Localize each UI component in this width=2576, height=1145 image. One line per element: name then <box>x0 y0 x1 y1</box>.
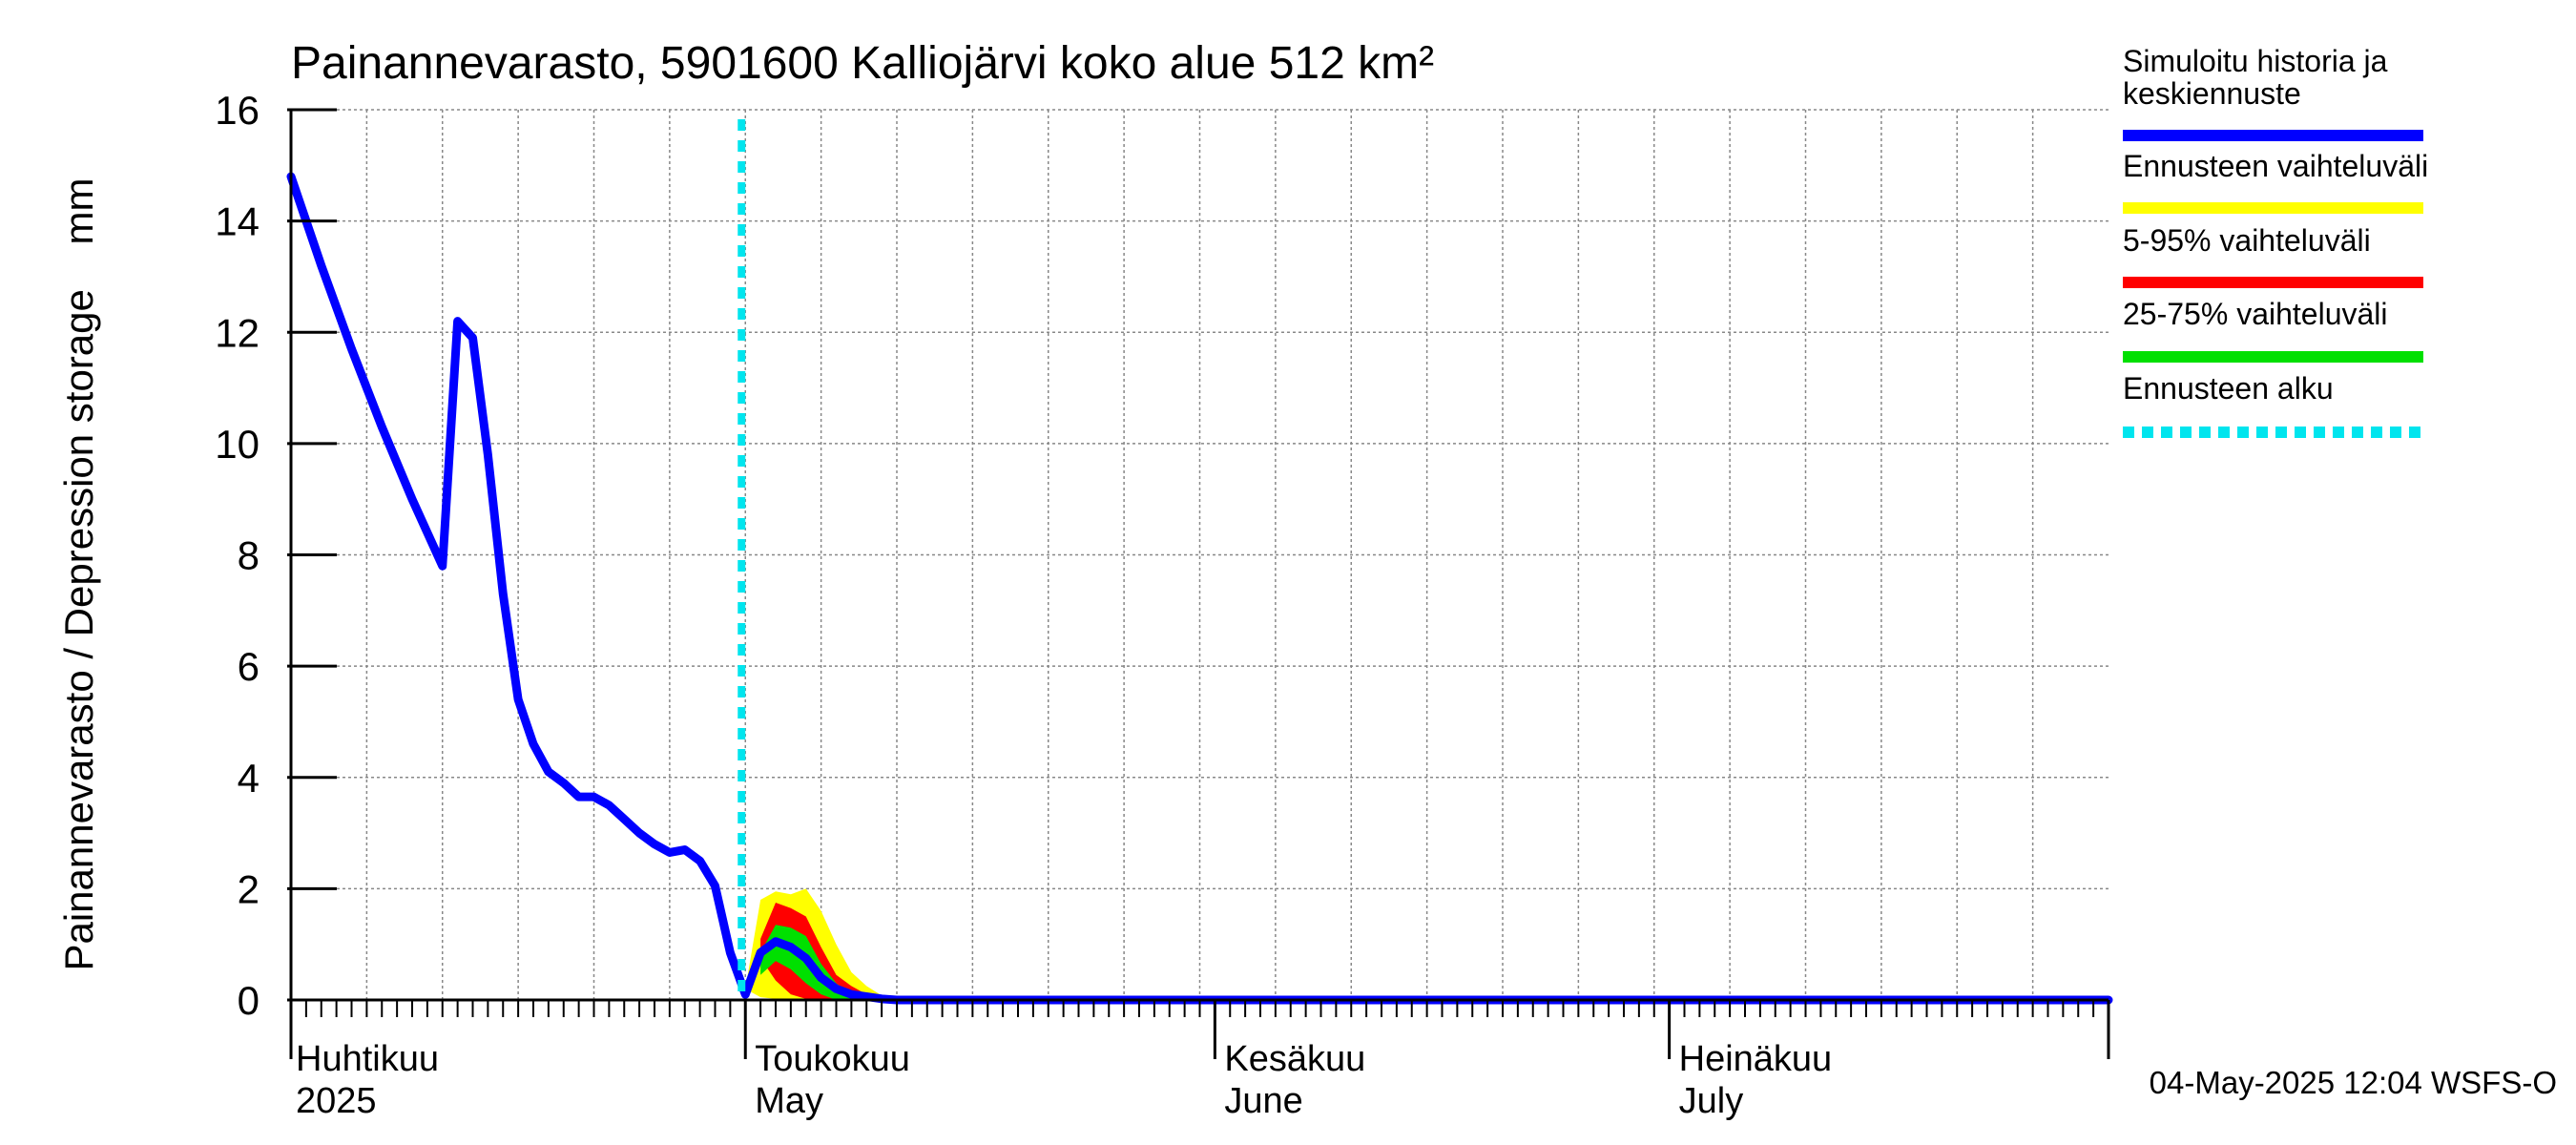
x-month-label-fi: Toukokuu <box>755 1039 910 1079</box>
legend-label: 5-95% vaihteluväli <box>2123 223 2371 258</box>
legend-label: Ennusteen alku <box>2123 371 2334 406</box>
y-tick-label: 0 <box>238 978 260 1023</box>
x-month-label-fi: Heinäkuu <box>1679 1039 1833 1079</box>
x-month-label-en: July <box>1679 1081 1744 1121</box>
band-5-95-vaihteluv-li <box>760 902 883 1000</box>
y-tick-label: 6 <box>238 644 260 689</box>
legend: Simuloitu historia ja keskiennuste Ennuste… <box>2123 44 2428 438</box>
x-month-label-en: May <box>755 1081 823 1121</box>
x-month-label-fi: Kesäkuu <box>1224 1039 1365 1079</box>
y-tick-label: 14 <box>215 199 260 244</box>
y-tick-label: 10 <box>215 422 260 467</box>
y-axis-label: Painannevarasto / Depression storage mm <box>56 177 101 970</box>
legend-label: Simuloitu historia ja keskiennuste <box>2123 44 2388 111</box>
series-lines <box>286 172 2113 1005</box>
y-tick-label: 8 <box>238 533 260 578</box>
x-month-label-en: June <box>1224 1081 1302 1121</box>
y-tick-label: 12 <box>215 310 260 355</box>
y-tick-label: 2 <box>238 866 260 911</box>
legend-label: Ennusteen vaihteluväli <box>2123 149 2428 183</box>
timestamp-footer: 04-May-2025 12:04 WSFS-O <box>2150 1065 2557 1100</box>
legend-label: 25-75% vaihteluväli <box>2123 297 2388 331</box>
series-line-simulated <box>286 172 2113 1005</box>
chart-title: Painannevarasto, 5901600 Kalliojärvi kok… <box>291 38 1434 89</box>
y-tick-label: 4 <box>238 756 260 801</box>
x-month-label-en: 2025 <box>296 1081 377 1121</box>
x-month-label-fi: Huhtikuu <box>296 1039 439 1079</box>
y-tick-label: 16 <box>215 88 260 133</box>
